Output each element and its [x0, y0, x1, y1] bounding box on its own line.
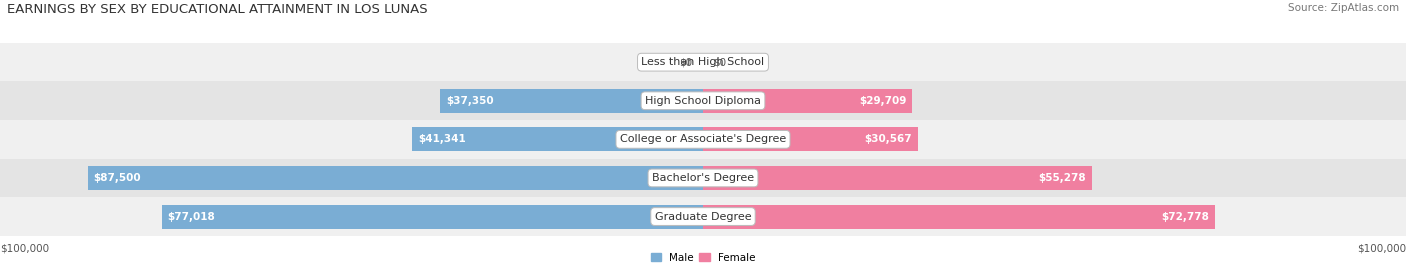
- Text: Source: ZipAtlas.com: Source: ZipAtlas.com: [1288, 3, 1399, 13]
- Bar: [0, 43, 1406, 81]
- Text: $41,341: $41,341: [418, 134, 465, 144]
- Text: $87,500: $87,500: [93, 173, 141, 183]
- Text: $77,018: $77,018: [167, 211, 215, 222]
- Text: Bachelor's Degree: Bachelor's Degree: [652, 173, 754, 183]
- Text: $37,350: $37,350: [446, 96, 494, 106]
- Text: $100,000: $100,000: [0, 244, 49, 254]
- Text: $100,000: $100,000: [1357, 244, 1406, 254]
- Text: $0: $0: [713, 57, 727, 67]
- Bar: [440, 89, 703, 113]
- Text: EARNINGS BY SEX BY EDUCATIONAL ATTAINMENT IN LOS LUNAS: EARNINGS BY SEX BY EDUCATIONAL ATTAINMEN…: [7, 3, 427, 16]
- Legend: Male, Female: Male, Female: [651, 253, 755, 263]
- Bar: [87, 166, 703, 190]
- Text: College or Associate's Degree: College or Associate's Degree: [620, 134, 786, 144]
- Text: $72,778: $72,778: [1161, 211, 1209, 222]
- Bar: [0, 81, 1406, 120]
- Text: Less than High School: Less than High School: [641, 57, 765, 67]
- Bar: [703, 166, 1091, 190]
- Bar: [162, 204, 703, 229]
- Bar: [0, 159, 1406, 197]
- Text: Graduate Degree: Graduate Degree: [655, 211, 751, 222]
- Bar: [703, 89, 912, 113]
- Text: $0: $0: [679, 57, 693, 67]
- Bar: [703, 204, 1215, 229]
- Text: $30,567: $30,567: [865, 134, 912, 144]
- Bar: [0, 120, 1406, 159]
- Text: $29,709: $29,709: [859, 96, 907, 106]
- Bar: [0, 197, 1406, 236]
- Text: $55,278: $55,278: [1039, 173, 1085, 183]
- Bar: [703, 127, 918, 151]
- Bar: [412, 127, 703, 151]
- Text: High School Diploma: High School Diploma: [645, 96, 761, 106]
